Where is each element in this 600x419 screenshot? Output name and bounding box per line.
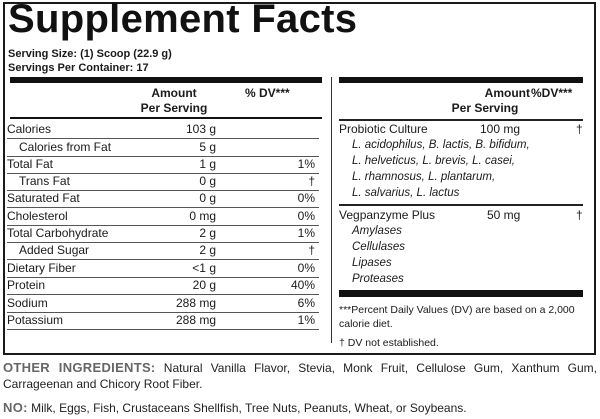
nutrient-name: Potassium [7, 313, 64, 327]
nutrient-amount: 0 g [199, 174, 216, 188]
nutrient-name: Total Fat [7, 157, 54, 171]
nutrient-dv: 1% [297, 157, 315, 171]
nutrient-dv: † [308, 174, 315, 188]
nutrient-dv: 0% [297, 191, 315, 205]
supplement-facts-panel [3, 2, 596, 355]
blend-dv: † [576, 122, 583, 136]
blend-name: Vegpanzyme Plus [339, 208, 436, 222]
blend-component: L. helveticus, L. brevis, L. casei, [352, 155, 515, 167]
label-title: Supplement Facts [8, 0, 358, 41]
nutrient-row: Cholesterol 0 mg 0% [7, 208, 319, 226]
nutrient-dv: 40% [290, 278, 315, 292]
nutrient-name: Dietary Fiber [7, 261, 76, 275]
blend-component: Lipases [352, 257, 392, 269]
nutrient-amount: 5 g [199, 140, 216, 154]
left-amount-header: Amount Per Serving [118, 86, 230, 116]
right-dv-header: %DV*** [531, 86, 573, 100]
nutrient-amount: 0 mg [189, 209, 216, 223]
nutrient-row: Saturated Fat 0 g 0% [7, 190, 319, 208]
panel-divider [331, 77, 332, 343]
nutrient-row: Trans Fat 0 g † [7, 173, 319, 191]
nutrient-name: Calories from Fat [19, 140, 112, 154]
nutrient-row: Total Carbohydrate 2 g 1% [7, 225, 319, 243]
blend-name: Probiotic Culture [339, 122, 428, 136]
allergen-label: NO: [3, 400, 28, 415]
other-ingredients-text: Natural Vanilla Flavor, Stevia, Monk Fru… [3, 361, 597, 391]
per-serving-label: Per Serving [140, 101, 208, 115]
nutrient-amount: 20 g [192, 278, 216, 292]
nutrient-row: Added Sugar 2 g † [7, 242, 319, 260]
nutrient-dv: 0% [297, 261, 315, 275]
amount-label: Amount [151, 86, 197, 100]
nutrient-amount: 288 mg [175, 296, 216, 310]
blend-amount: 100 mg [480, 122, 521, 136]
per-serving-label: Per Serving [451, 101, 519, 115]
left-header-divider [10, 117, 322, 119]
nutrient-row: Calories 103 g [7, 121, 319, 139]
nutrient-dv: † [308, 243, 315, 257]
nutrient-dv: 1% [297, 313, 315, 327]
other-ingredients-label: OTHER INGREDIENTS: [3, 360, 156, 375]
nutrient-dv: 0% [297, 209, 315, 223]
nutrient-name: Saturated Fat [7, 191, 80, 205]
blend-component: L. acidophilus, B. lactis, B. bifidum, [352, 139, 530, 151]
nutrient-name: Protein [7, 278, 46, 292]
nutrient-dv: 1% [297, 226, 315, 240]
nutrient-row: Calories from Fat 5 g [7, 139, 319, 157]
right-header-divider [339, 119, 583, 121]
nutrient-dv: 6% [297, 296, 315, 310]
nutrient-amount: 1 g [199, 157, 216, 171]
left-dv-header: % DV*** [245, 86, 290, 100]
amount-label: Amount [484, 86, 530, 100]
servings-per-container: Servings Per Container: 17 [8, 62, 149, 74]
blend-component: L. salvarius, L. lactus [352, 187, 460, 199]
nutrient-row: Dietary Fiber <1 g 0% [7, 260, 319, 278]
serving-size: Serving Size: (1) Scoop (22.9 g) [8, 48, 172, 60]
allergen-statement: NO: Milk, Eggs, Fish, Crustaceans Shellf… [3, 400, 597, 416]
nutrient-name: Calories [7, 122, 52, 136]
nutrient-name: Sodium [7, 296, 48, 310]
blend-dv: † [576, 208, 583, 222]
blend-component: L. rhamnosus, L. plantarum, [352, 171, 496, 183]
other-ingredients: OTHER INGREDIENTS: Natural Vanilla Flavo… [3, 360, 597, 392]
blend-component: Proteases [352, 273, 404, 285]
nutrient-amount: 2 g [199, 226, 216, 240]
left-thick-divider [10, 77, 322, 83]
nutrient-amount: 0 g [199, 191, 216, 205]
nutrient-amount: <1 g [192, 261, 216, 275]
blend-component: Cellulases [352, 241, 406, 253]
nutrient-amount: 2 g [199, 243, 216, 257]
nutrient-name: Total Carbohydrate [7, 226, 109, 240]
blend-amount: 50 mg [487, 208, 521, 222]
dv-footnote-cont: calorie diet. [339, 318, 393, 330]
nutrient-row: Sodium 288 mg 6% [7, 295, 319, 313]
nutrient-name: Trans Fat [19, 174, 70, 188]
nutrient-row: Potassium 288 mg 1% [7, 312, 319, 330]
right-thick-divider [339, 77, 583, 83]
nutrient-amount: 288 mg [175, 313, 216, 327]
right-amount-header: Amount Per Serving [440, 86, 530, 116]
nutrient-name: Cholesterol [7, 209, 68, 223]
nutrient-row: Total Fat 1 g 1% [7, 156, 319, 174]
dv-footnote: ***Percent Daily Values (DV) are based o… [339, 304, 575, 316]
nutrient-name: Added Sugar [19, 243, 90, 257]
nutrient-row: Protein 20 g 40% [7, 277, 319, 295]
dagger-footnote: † DV not established. [339, 337, 439, 349]
blend-divider [339, 204, 583, 206]
blend-component: Amylases [352, 225, 402, 237]
nutrient-amount: 103 g [185, 122, 216, 136]
allergen-text: Milk, Eggs, Fish, Crustaceans Shellfish,… [31, 401, 467, 415]
footnote-thick-divider [339, 290, 583, 297]
